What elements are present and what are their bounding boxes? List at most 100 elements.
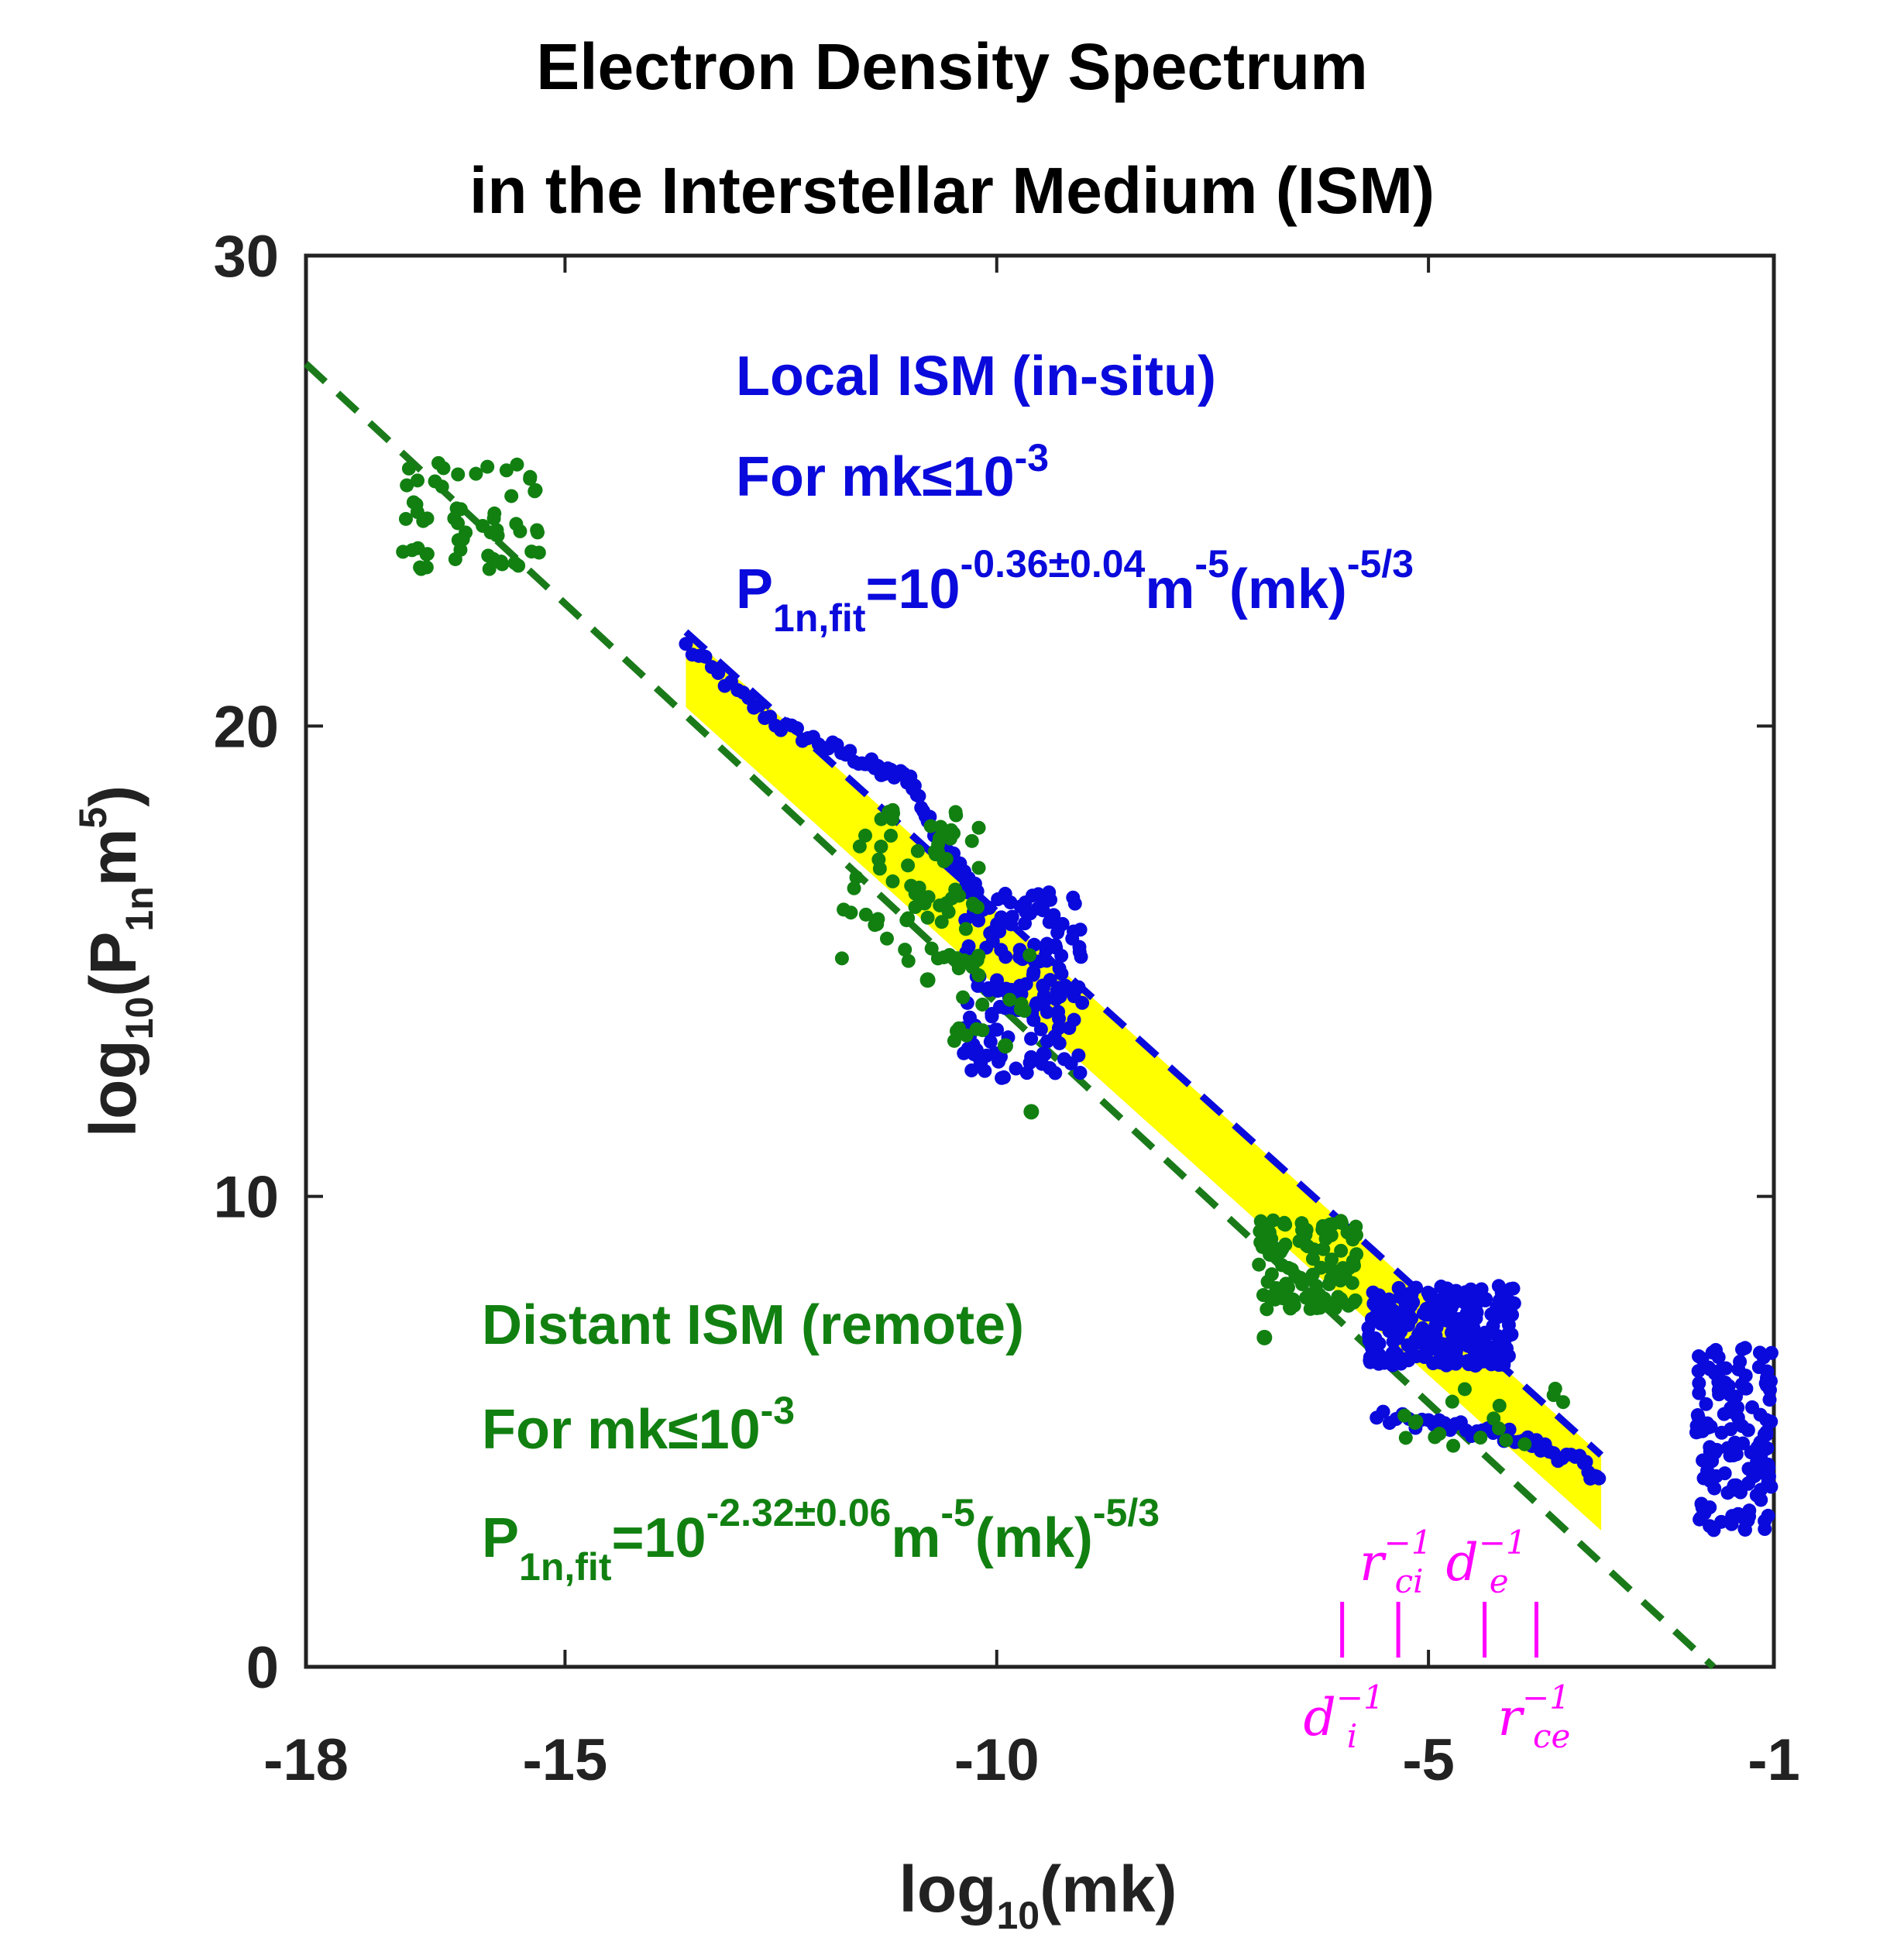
data-point	[1054, 948, 1069, 963]
data-point	[1711, 1350, 1726, 1365]
data-point	[1040, 936, 1054, 951]
data-point	[405, 543, 420, 558]
data-point	[1018, 895, 1033, 910]
data-point	[1499, 1433, 1514, 1448]
data-point	[948, 805, 963, 819]
data-point	[870, 917, 885, 932]
data-point	[1035, 1056, 1050, 1071]
data-point	[901, 953, 916, 968]
data-point	[921, 890, 936, 905]
data-point	[975, 997, 990, 1012]
data-point	[413, 560, 428, 575]
data-point	[409, 497, 424, 512]
data-point	[1032, 954, 1047, 969]
data-point	[1502, 1294, 1517, 1309]
scale-marker-label: d−1 i	[1304, 1678, 1384, 1755]
data-point	[1450, 1352, 1465, 1366]
data-point	[934, 915, 949, 929]
data-point	[1253, 1214, 1268, 1228]
data-point	[1741, 1476, 1756, 1490]
scale-marker-r-ce: r−1 ce	[1497, 1602, 1570, 1755]
data-point	[1036, 978, 1050, 993]
data-point	[480, 459, 495, 474]
data-point	[1421, 1285, 1435, 1300]
data-point	[1287, 1298, 1301, 1313]
data-point	[858, 907, 873, 922]
data-point	[1733, 1355, 1748, 1369]
scale-marker-label: r−1 ci	[1359, 1524, 1431, 1600]
data-point	[998, 891, 1012, 905]
data-point	[1428, 1318, 1443, 1333]
data-point	[1275, 1258, 1290, 1273]
data-point	[931, 837, 946, 851]
data-point	[879, 931, 894, 946]
scale-marker-d-i: d−1 i	[1304, 1602, 1384, 1755]
data-point	[1321, 1277, 1336, 1292]
data-point	[1050, 926, 1065, 940]
data-point	[679, 637, 693, 651]
data-point	[531, 525, 545, 540]
data-point	[449, 501, 464, 516]
data-point	[1724, 1517, 1739, 1531]
data-point	[1693, 1512, 1707, 1527]
data-point	[1066, 890, 1081, 905]
data-point	[1009, 1061, 1023, 1076]
data-point	[997, 1038, 1013, 1054]
data-point	[1728, 1390, 1743, 1404]
data-point	[1024, 1050, 1039, 1064]
data-point	[507, 555, 522, 570]
data-point	[1701, 1421, 1716, 1435]
data-point	[992, 1054, 1006, 1069]
data-point	[1023, 1104, 1040, 1120]
data-point	[1325, 1300, 1339, 1314]
data-point	[1713, 1379, 1727, 1393]
data-point	[1340, 1225, 1355, 1240]
data-point	[1071, 980, 1086, 995]
scale-marker-label: d−1 e	[1446, 1524, 1527, 1600]
data-point	[1724, 1422, 1738, 1437]
data-point	[1398, 1431, 1413, 1445]
data-point	[1299, 1238, 1314, 1252]
data-point	[1446, 1438, 1461, 1453]
data-point	[899, 913, 914, 928]
data-point	[1371, 1294, 1386, 1308]
data-point	[1730, 1410, 1745, 1425]
data-point	[789, 721, 804, 736]
data-point	[1262, 1225, 1277, 1240]
data-point	[923, 819, 938, 833]
data-point	[956, 990, 971, 1005]
local-annotation: Local ISM (in-situ) For mk≤10-3 P1n,fit=…	[736, 345, 1414, 640]
data-point	[504, 489, 519, 503]
data-point	[910, 843, 925, 858]
data-point	[959, 1028, 974, 1043]
chart-title-line2: in the Interstellar Medium (ISM)	[469, 154, 1435, 227]
data-point	[847, 881, 861, 895]
data-point	[1427, 1299, 1442, 1314]
data-point	[957, 1046, 971, 1060]
data-point	[971, 861, 986, 875]
fit-lines-layer	[303, 361, 1717, 1670]
data-point	[1727, 1435, 1742, 1450]
data-point	[1695, 1352, 1710, 1366]
data-point	[1318, 1232, 1333, 1246]
data-point	[1727, 1482, 1741, 1497]
data-point	[513, 524, 528, 538]
data-point	[1256, 1288, 1270, 1303]
data-point	[1389, 1308, 1404, 1323]
data-point	[1325, 1252, 1339, 1267]
data-point	[416, 514, 431, 528]
data-point	[1051, 1005, 1066, 1019]
data-point	[858, 828, 873, 843]
data-point	[1764, 1414, 1779, 1429]
data-point	[398, 511, 413, 526]
y-tick-label: 20	[213, 694, 279, 760]
data-point	[1719, 1361, 1734, 1376]
data-point	[486, 511, 501, 526]
data-point	[1462, 1357, 1476, 1372]
data-point	[1428, 1328, 1443, 1343]
distant-annotation-line2: For mk≤10-3	[482, 1389, 795, 1461]
data-point	[436, 461, 451, 476]
y-tick-label: 10	[213, 1165, 279, 1231]
data-point	[1047, 908, 1061, 922]
x-tick-label: -18	[263, 1727, 349, 1793]
